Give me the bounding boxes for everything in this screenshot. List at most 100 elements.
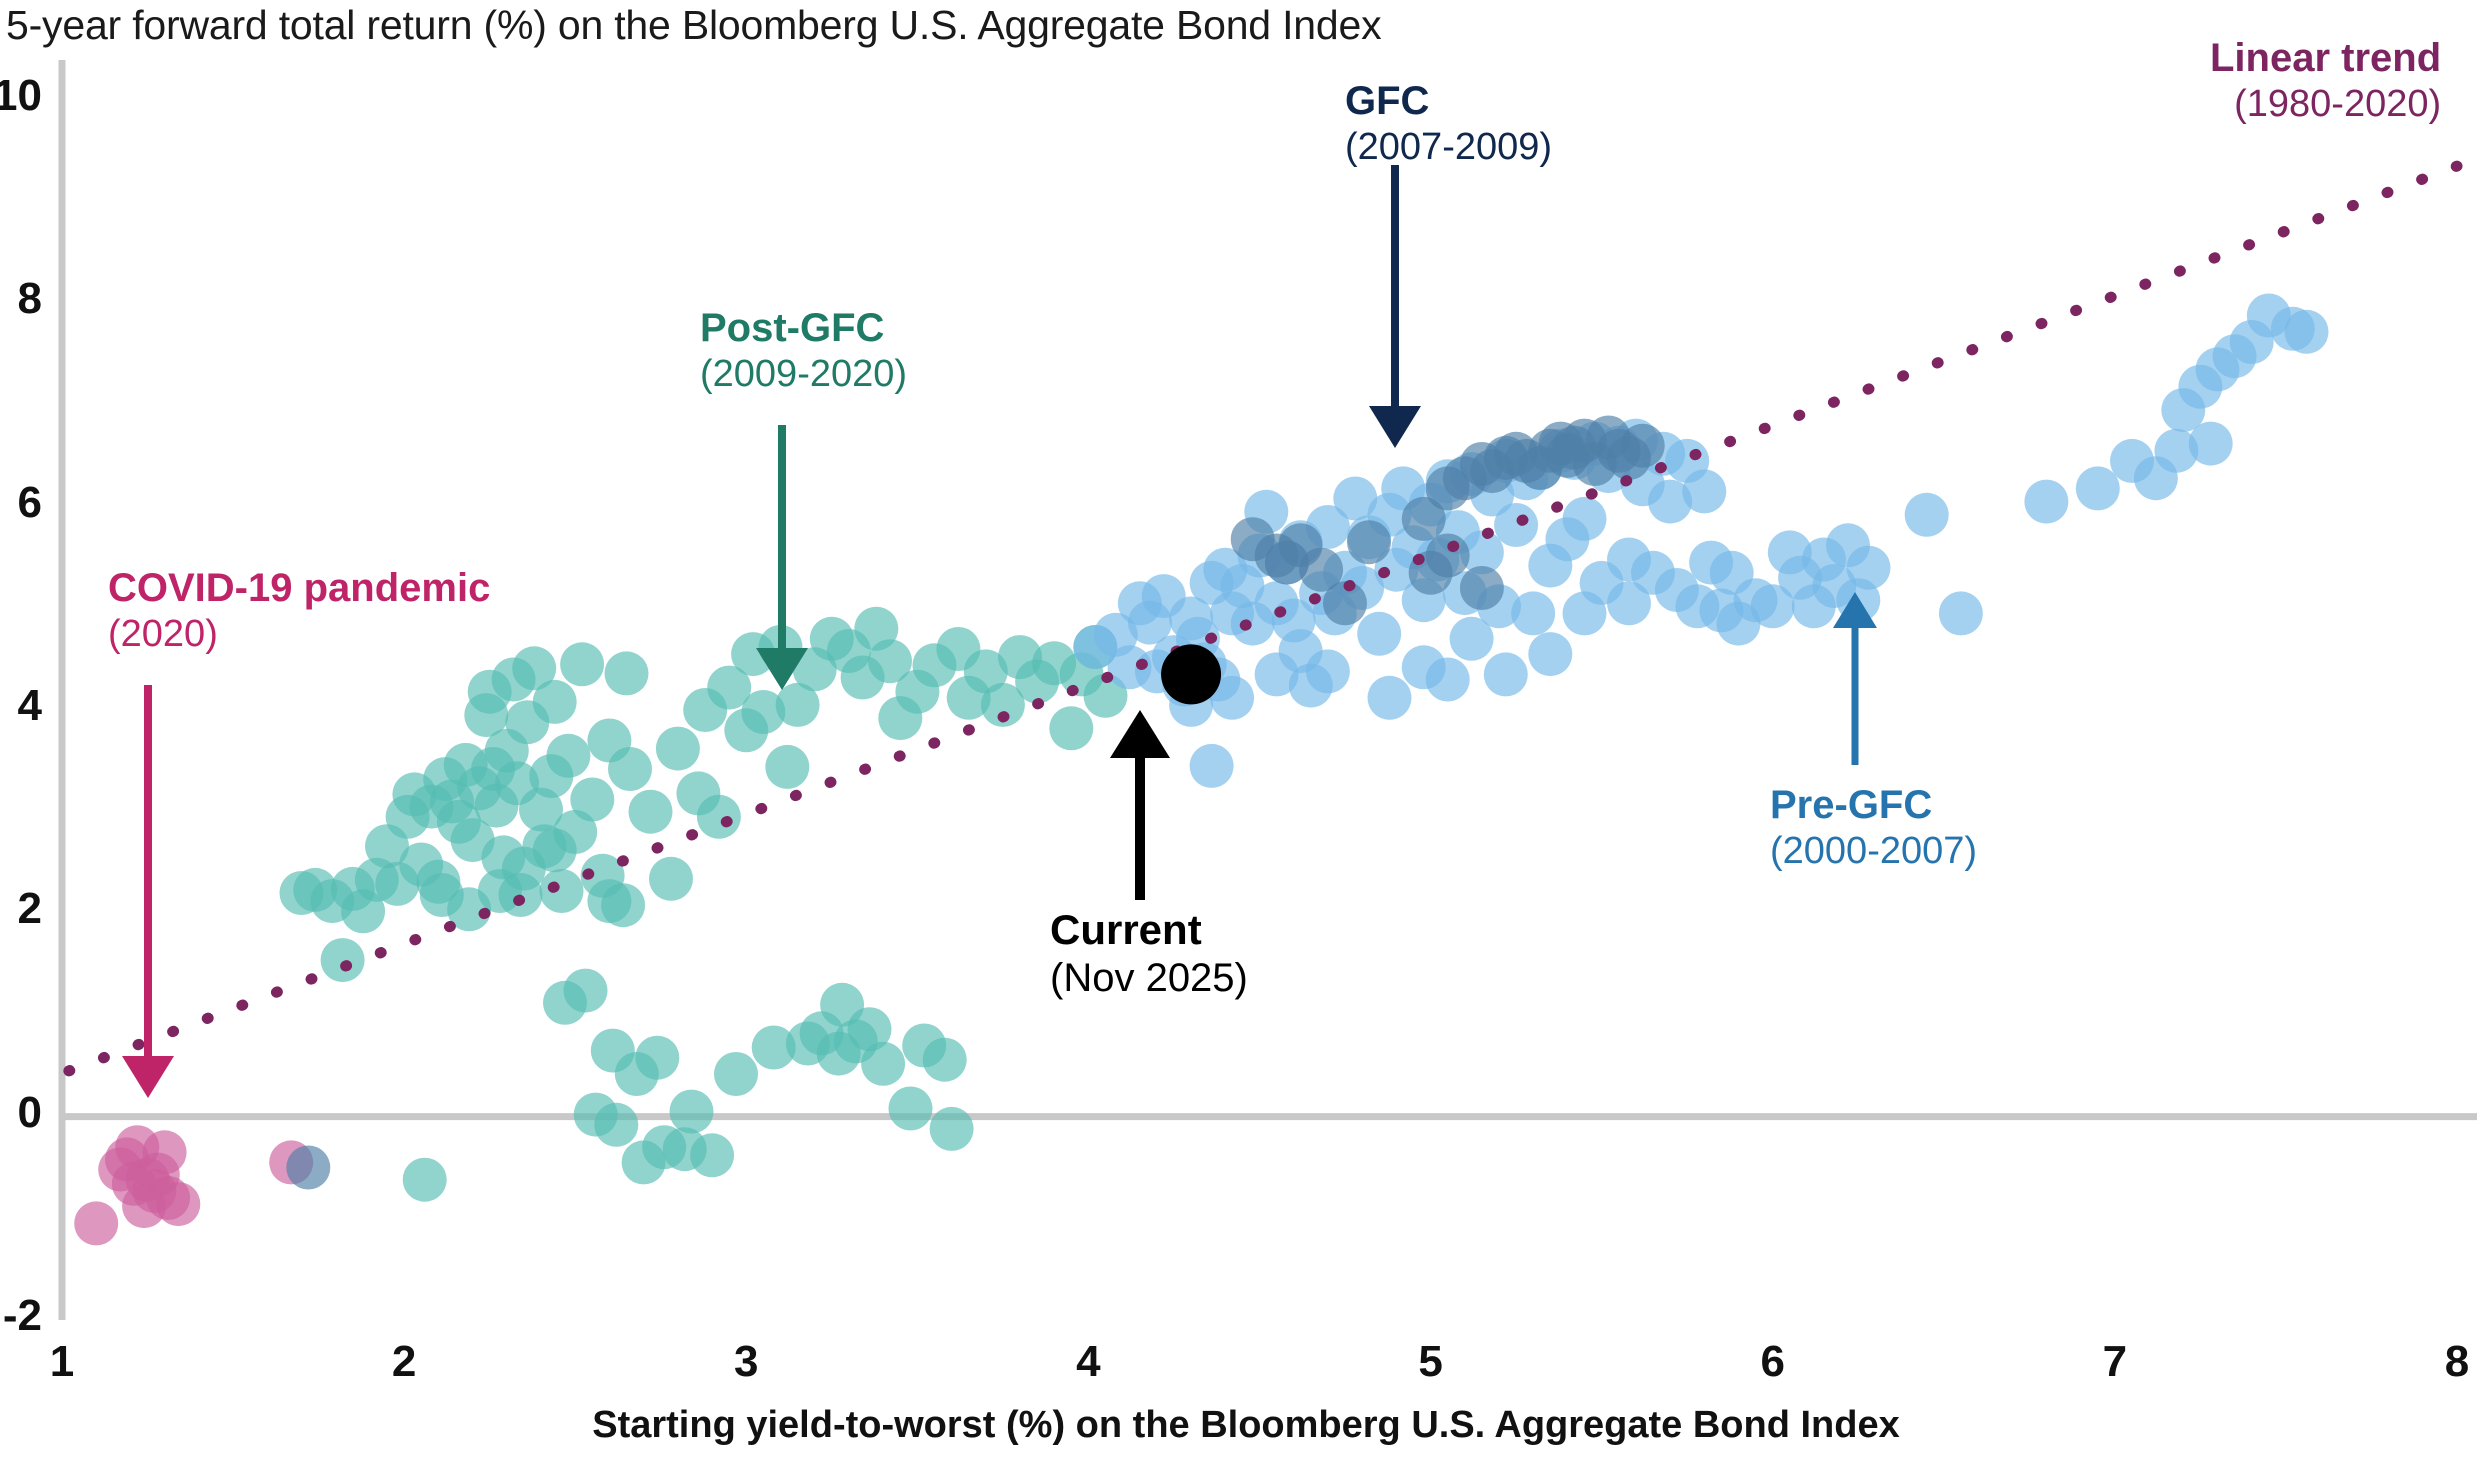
data-point bbox=[1648, 479, 1693, 524]
data-point bbox=[2188, 421, 2233, 466]
data-point bbox=[594, 1102, 639, 1147]
data-point bbox=[655, 726, 700, 771]
data-point bbox=[532, 679, 577, 724]
annotation-linear-trend-period: (1980-2020) bbox=[2234, 83, 2442, 126]
data-point bbox=[1347, 520, 1391, 565]
annotation-pre-gfc: Pre-GFC (2000-2007) bbox=[1770, 782, 1977, 874]
x-tick-label: 8 bbox=[2444, 1337, 2470, 1386]
data-point bbox=[1049, 706, 1094, 751]
annotation-post-gfc-period: (2009-2020) bbox=[700, 353, 908, 396]
data-point bbox=[1367, 675, 1412, 720]
data-point bbox=[980, 682, 1025, 727]
data-point bbox=[539, 869, 584, 913]
data-point bbox=[2154, 428, 2199, 473]
data-point bbox=[741, 690, 786, 734]
data-point bbox=[1278, 629, 1323, 673]
data-point bbox=[1425, 657, 1470, 702]
series-1 bbox=[279, 606, 1128, 1202]
y-tick-label: 6 bbox=[17, 477, 42, 527]
annotation-gfc-label: GFC bbox=[1345, 79, 1430, 123]
x-tick-label: 3 bbox=[734, 1337, 759, 1386]
data-point bbox=[1904, 492, 1949, 537]
data-point bbox=[628, 789, 673, 834]
current-point-marker[interactable] bbox=[1161, 644, 1222, 705]
data-point bbox=[1210, 675, 1255, 720]
arrow-current bbox=[1110, 710, 1170, 900]
annotation-pre-gfc-period: (2000-2007) bbox=[1770, 830, 1978, 873]
y-tick-label: 4 bbox=[17, 681, 42, 730]
arrow-gfc-head bbox=[1369, 406, 1421, 448]
x-tick-label: 2 bbox=[391, 1337, 417, 1386]
data-point bbox=[1562, 591, 1607, 636]
data-point bbox=[1682, 469, 1727, 514]
data-point bbox=[286, 1145, 331, 1190]
data-point bbox=[1620, 423, 1665, 468]
x-tick-label: 4 bbox=[1076, 1337, 1101, 1386]
y-tick-label: 0 bbox=[17, 1087, 42, 1137]
data-point bbox=[1449, 616, 1494, 661]
data-point bbox=[1528, 632, 1573, 677]
arrow-covid-head bbox=[122, 1056, 174, 1098]
annotation-covid-period: (2020) bbox=[108, 613, 218, 656]
data-point bbox=[1401, 496, 1446, 541]
arrow-covid bbox=[122, 685, 174, 1098]
x-tick-label: 6 bbox=[1760, 1337, 1785, 1386]
y-tick-label: 8 bbox=[17, 274, 42, 324]
data-point bbox=[649, 856, 693, 901]
data-point bbox=[696, 794, 741, 839]
data-point bbox=[279, 871, 324, 915]
series-3 bbox=[286, 415, 1665, 1190]
data-point bbox=[963, 649, 1008, 694]
data-point bbox=[929, 1106, 974, 1151]
annotation-post-gfc: Post-GFC (2009-2020) bbox=[700, 305, 907, 397]
data-point bbox=[635, 1035, 680, 1080]
data-point bbox=[122, 1184, 167, 1229]
annotation-linear-trend-label: Linear trend bbox=[2210, 36, 2442, 80]
annotation-current-label: Current bbox=[1050, 906, 1202, 953]
data-point bbox=[1459, 566, 1504, 610]
data-point bbox=[560, 642, 605, 687]
annotation-current: Current (Nov 2025) bbox=[1050, 905, 1248, 1002]
data-point bbox=[563, 968, 608, 1013]
data-point bbox=[1511, 591, 1556, 636]
data-point bbox=[1459, 530, 1504, 575]
x-tick-label: 5 bbox=[1418, 1337, 1443, 1386]
data-point bbox=[1938, 591, 1983, 636]
arrow-pre-gfc-head bbox=[1833, 592, 1877, 628]
arrow-post-gfc-head bbox=[756, 648, 808, 690]
data-point bbox=[1189, 743, 1234, 788]
data-point bbox=[546, 733, 591, 778]
annotation-linear-trend: Linear trend (1980-2020) bbox=[2210, 35, 2441, 127]
data-point bbox=[1169, 596, 1214, 641]
data-point bbox=[419, 873, 464, 917]
x-tick-label: 7 bbox=[2102, 1337, 2128, 1386]
y-tick-label: 2 bbox=[17, 884, 42, 934]
data-point bbox=[477, 869, 522, 913]
data-point bbox=[1846, 545, 1891, 590]
data-point bbox=[1333, 476, 1378, 521]
data-point bbox=[1483, 652, 1528, 697]
annotation-covid-label: COVID-19 pandemic bbox=[108, 566, 491, 610]
data-point bbox=[142, 1130, 187, 1175]
data-point bbox=[707, 665, 752, 710]
data-point bbox=[714, 1052, 758, 1096]
data-point bbox=[1562, 496, 1607, 541]
series-0 bbox=[74, 1125, 314, 1246]
data-point bbox=[512, 646, 557, 691]
annotation-post-gfc-label: Post-GFC bbox=[700, 306, 885, 350]
data-point bbox=[604, 651, 649, 696]
data-point bbox=[2284, 309, 2329, 354]
data-point bbox=[608, 747, 652, 791]
data-point bbox=[751, 1025, 796, 1070]
annotation-current-period: (Nov 2025) bbox=[1050, 955, 1248, 1000]
annotation-covid: COVID-19 pandemic (2020) bbox=[108, 565, 490, 657]
x-tick-label: 1 bbox=[49, 1337, 75, 1386]
data-point bbox=[1230, 517, 1275, 562]
annotation-gfc: GFC (2007-2009) bbox=[1345, 78, 1552, 170]
data-point bbox=[519, 787, 563, 832]
data-point bbox=[1189, 560, 1234, 605]
arrow-gfc bbox=[1369, 165, 1421, 448]
data-point bbox=[471, 747, 516, 791]
data-point bbox=[1357, 611, 1402, 656]
